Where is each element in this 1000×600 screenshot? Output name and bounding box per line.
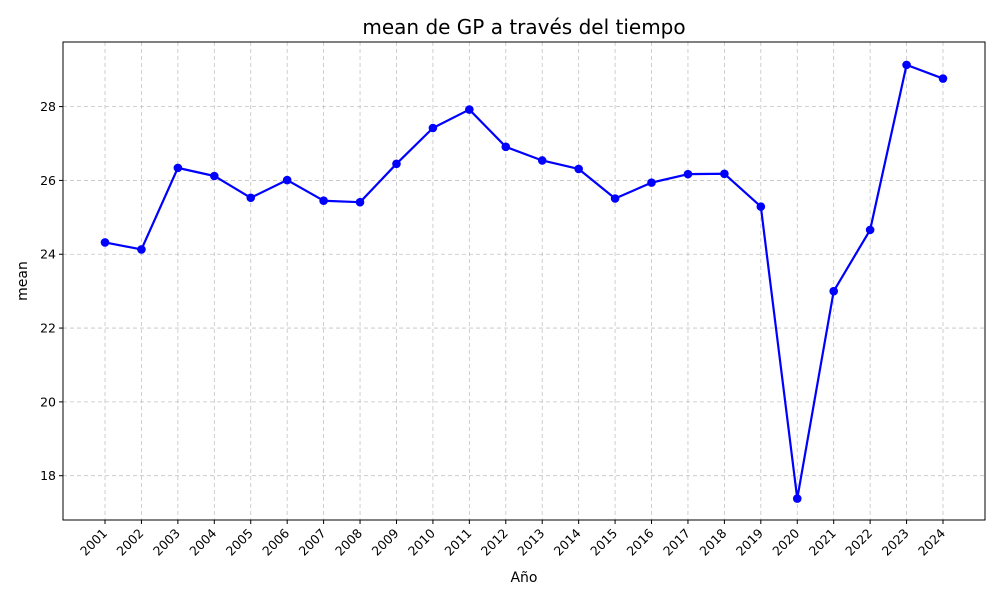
x-tick-label: 2022	[842, 526, 875, 559]
data-point	[282, 175, 292, 185]
x-tick-label: 2002	[113, 526, 146, 559]
x-tick-label: 2014	[551, 525, 584, 558]
x-tick-label: 2019	[733, 525, 766, 558]
x-tick-label: 2008	[332, 525, 365, 558]
y-tick-labels: 18 20 22 24 26 28	[40, 99, 56, 483]
x-tick-label: 2023	[879, 526, 912, 559]
data-point	[610, 194, 620, 203]
plot-frame	[62, 41, 986, 521]
data-point	[902, 60, 911, 70]
x-tick-label: 2013	[514, 526, 547, 559]
x-axis-label: Año	[510, 570, 537, 586]
x-tick-label: 2010	[405, 525, 438, 558]
y-tick-label: 24	[40, 247, 56, 262]
x-tick-label: 2020	[769, 525, 802, 558]
x-tick-label: 2015	[587, 526, 620, 559]
x-tick-label: 2018	[696, 525, 729, 558]
data-point	[100, 238, 110, 247]
y-tick-label: 20	[40, 394, 56, 409]
data-point	[720, 169, 729, 179]
x-tick-label: 2006	[259, 525, 292, 558]
x-tick-label: 2012	[478, 526, 511, 559]
data-point	[137, 245, 146, 254]
data-point	[392, 159, 401, 169]
data-point	[647, 178, 656, 187]
x-tick-label: 2017	[660, 526, 693, 559]
x-tick-label: 2003	[150, 526, 183, 559]
y-tick-label: 26	[40, 173, 56, 188]
data-point	[501, 142, 511, 152]
x-tick-label: 2004	[186, 525, 219, 558]
data-point	[938, 74, 948, 83]
series-line	[104, 63, 944, 500]
x-tick-label: 2007	[296, 526, 329, 559]
data-point	[355, 197, 365, 207]
y-tick-label: 28	[40, 99, 56, 114]
data-point	[173, 163, 183, 173]
y-axis-label: mean	[15, 261, 31, 301]
x-tick-label: 2001	[77, 526, 110, 559]
y-tick-label: 18	[40, 468, 56, 483]
x-tick-label: 2005	[223, 526, 256, 559]
data-point	[428, 123, 438, 133]
grid-layer	[63, 42, 985, 520]
data-point	[792, 494, 802, 503]
data-point	[465, 105, 474, 114]
data-point	[756, 202, 766, 211]
data-point	[210, 171, 219, 181]
data-point	[865, 225, 875, 235]
data-point	[319, 196, 328, 206]
x-tick-label: 2024	[915, 525, 948, 558]
data-point	[683, 169, 693, 179]
series-layer	[100, 60, 948, 503]
x-tick-label: 2021	[806, 526, 839, 559]
x-tick-label: 2011	[441, 526, 474, 559]
x-tick-label: 2009	[368, 525, 401, 558]
data-point	[829, 286, 838, 296]
x-tick-label: 2016	[624, 525, 657, 558]
tick-layer	[59, 106, 944, 524]
y-tick-label: 22	[40, 321, 56, 336]
x-tick-labels: 2001 2002 2003 2004 2005 2006 2007 2008 2009 2010…	[77, 525, 948, 558]
data-point	[246, 193, 256, 203]
data-point	[537, 156, 547, 165]
chart-title: mean de GP a través del tiempo	[362, 15, 685, 39]
data-point	[574, 164, 583, 174]
